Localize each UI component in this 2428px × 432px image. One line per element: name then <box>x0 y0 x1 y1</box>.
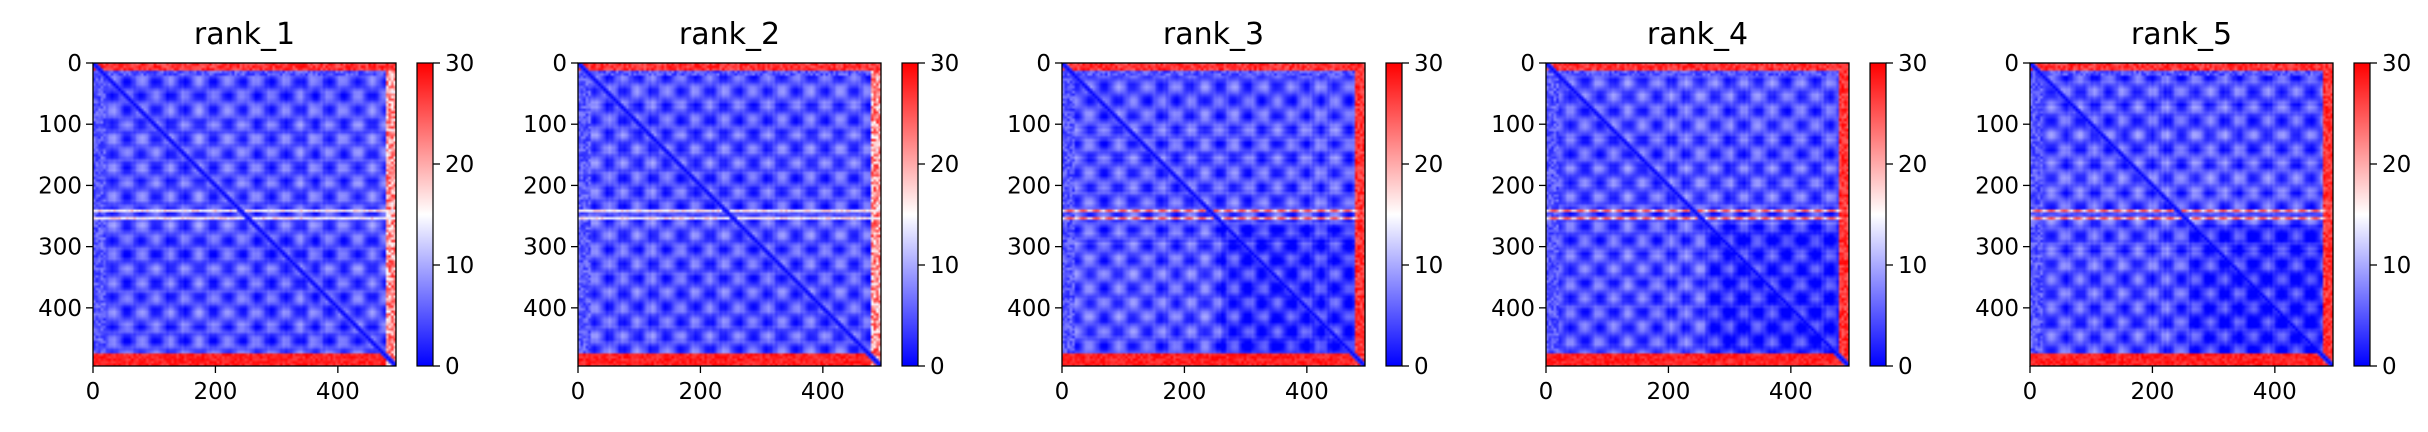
y-tick-label: 400 <box>38 296 82 322</box>
colorbar-tick-label: 0 <box>2382 354 2397 380</box>
y-tick-label: 0 <box>2004 51 2019 77</box>
colorbar-tick-label: 10 <box>1414 253 1443 279</box>
panel-title: rank_1 <box>194 17 295 52</box>
colorbar-tick-label: 20 <box>2382 152 2411 178</box>
colorbar-tick-label: 30 <box>1414 51 1443 77</box>
colorbar-tick-label: 10 <box>1898 253 1927 279</box>
x-tick-label: 400 <box>1769 379 1813 405</box>
y-tick-label: 400 <box>523 296 567 322</box>
colorbar-tick-label: 30 <box>445 51 474 77</box>
x-tick-label: 200 <box>678 379 722 405</box>
panel-rank_5: rank_5 0 200 400 0 100 200 300 400 0 10 20 30 <box>1975 17 2411 405</box>
y-tick-label: 0 <box>1520 51 1535 77</box>
colorbar-tick-label: 10 <box>930 253 959 279</box>
x-tick-label: 0 <box>1055 379 1070 405</box>
colorbar-tick-label: 0 <box>1898 354 1913 380</box>
panel-rank_2: rank_2 0 200 400 0 100 200 300 400 0 10 20 30 <box>523 17 959 405</box>
x-tick-label: 0 <box>1539 379 1554 405</box>
axes-frame <box>2029 62 2334 367</box>
y-tick-label: 100 <box>38 112 82 138</box>
colorbar <box>1385 62 1403 367</box>
y-tick-label: 100 <box>1975 112 2019 138</box>
y-tick-label: 300 <box>1007 235 1051 261</box>
colorbar-tick-label: 10 <box>2382 253 2411 279</box>
panel-title: rank_5 <box>2131 17 2232 52</box>
x-tick-label: 200 <box>1646 379 1690 405</box>
colorbar-tick-label: 0 <box>1414 354 1429 380</box>
y-tick-label: 0 <box>67 51 82 77</box>
y-tick-label: 200 <box>523 173 567 199</box>
x-tick-label: 400 <box>316 379 360 405</box>
colorbar-tick-label: 20 <box>445 152 474 178</box>
y-tick-label: 100 <box>1491 112 1535 138</box>
colorbar-tick-label: 0 <box>445 354 460 380</box>
colorbar <box>416 62 434 367</box>
colorbar-tick-label: 20 <box>1898 152 1927 178</box>
y-tick-label: 0 <box>552 51 567 77</box>
colorbar <box>901 62 919 367</box>
colorbar-tick-label: 0 <box>930 354 945 380</box>
panel-rank_4: rank_4 0 200 400 0 100 200 300 400 0 10 20 30 <box>1491 17 1927 405</box>
colorbar <box>1869 62 1887 367</box>
x-tick-label: 200 <box>1162 379 1206 405</box>
x-tick-label: 0 <box>86 379 101 405</box>
x-tick-label: 400 <box>2253 379 2297 405</box>
colorbar-tick-label: 30 <box>2382 51 2411 77</box>
axes-frame <box>577 62 882 367</box>
x-tick-label: 400 <box>1285 379 1329 405</box>
y-tick-label: 100 <box>523 112 567 138</box>
x-tick-label: 0 <box>2023 379 2038 405</box>
heatmap-image <box>1546 63 1849 366</box>
panel-title: rank_3 <box>1163 17 1264 52</box>
x-tick-label: 200 <box>193 379 237 405</box>
y-tick-label: 300 <box>1491 235 1535 261</box>
y-tick-label: 300 <box>1975 235 2019 261</box>
y-tick-label: 300 <box>38 235 82 261</box>
x-tick-label: 200 <box>2130 379 2174 405</box>
panel-rank_1: rank_1 0 200 400 0 100 200 300 400 0 10 20 30 <box>38 17 474 405</box>
y-tick-label: 100 <box>1007 112 1051 138</box>
colorbar-tick-label: 30 <box>930 51 959 77</box>
axes-frame <box>92 62 397 367</box>
heatmap-image <box>578 63 881 366</box>
axes-frame <box>1545 62 1850 367</box>
axes-frame <box>1061 62 1366 367</box>
panel-title: rank_4 <box>1647 17 1748 52</box>
colorbar-tick-label: 20 <box>930 152 959 178</box>
y-tick-label: 200 <box>1007 173 1051 199</box>
y-tick-label: 0 <box>1036 51 1051 77</box>
panel-rank_3: rank_3 0 200 400 0 100 200 300 400 0 10 20 30 <box>1007 17 1443 405</box>
heatmap-image <box>1062 63 1365 366</box>
y-tick-label: 400 <box>1007 296 1051 322</box>
y-tick-label: 200 <box>38 173 82 199</box>
y-tick-label: 200 <box>1491 173 1535 199</box>
panel-title: rank_2 <box>679 17 780 52</box>
x-tick-label: 0 <box>571 379 586 405</box>
colorbar-tick-label: 30 <box>1898 51 1927 77</box>
y-tick-label: 400 <box>1975 296 2019 322</box>
colorbar-tick-label: 10 <box>445 253 474 279</box>
y-tick-label: 300 <box>523 235 567 261</box>
heatmap-image <box>2030 63 2333 366</box>
y-tick-label: 200 <box>1975 173 2019 199</box>
colorbar-tick-label: 20 <box>1414 152 1443 178</box>
x-tick-label: 400 <box>801 379 845 405</box>
y-tick-label: 400 <box>1491 296 1535 322</box>
colorbar <box>2353 62 2371 367</box>
heatmap-image <box>93 63 396 366</box>
